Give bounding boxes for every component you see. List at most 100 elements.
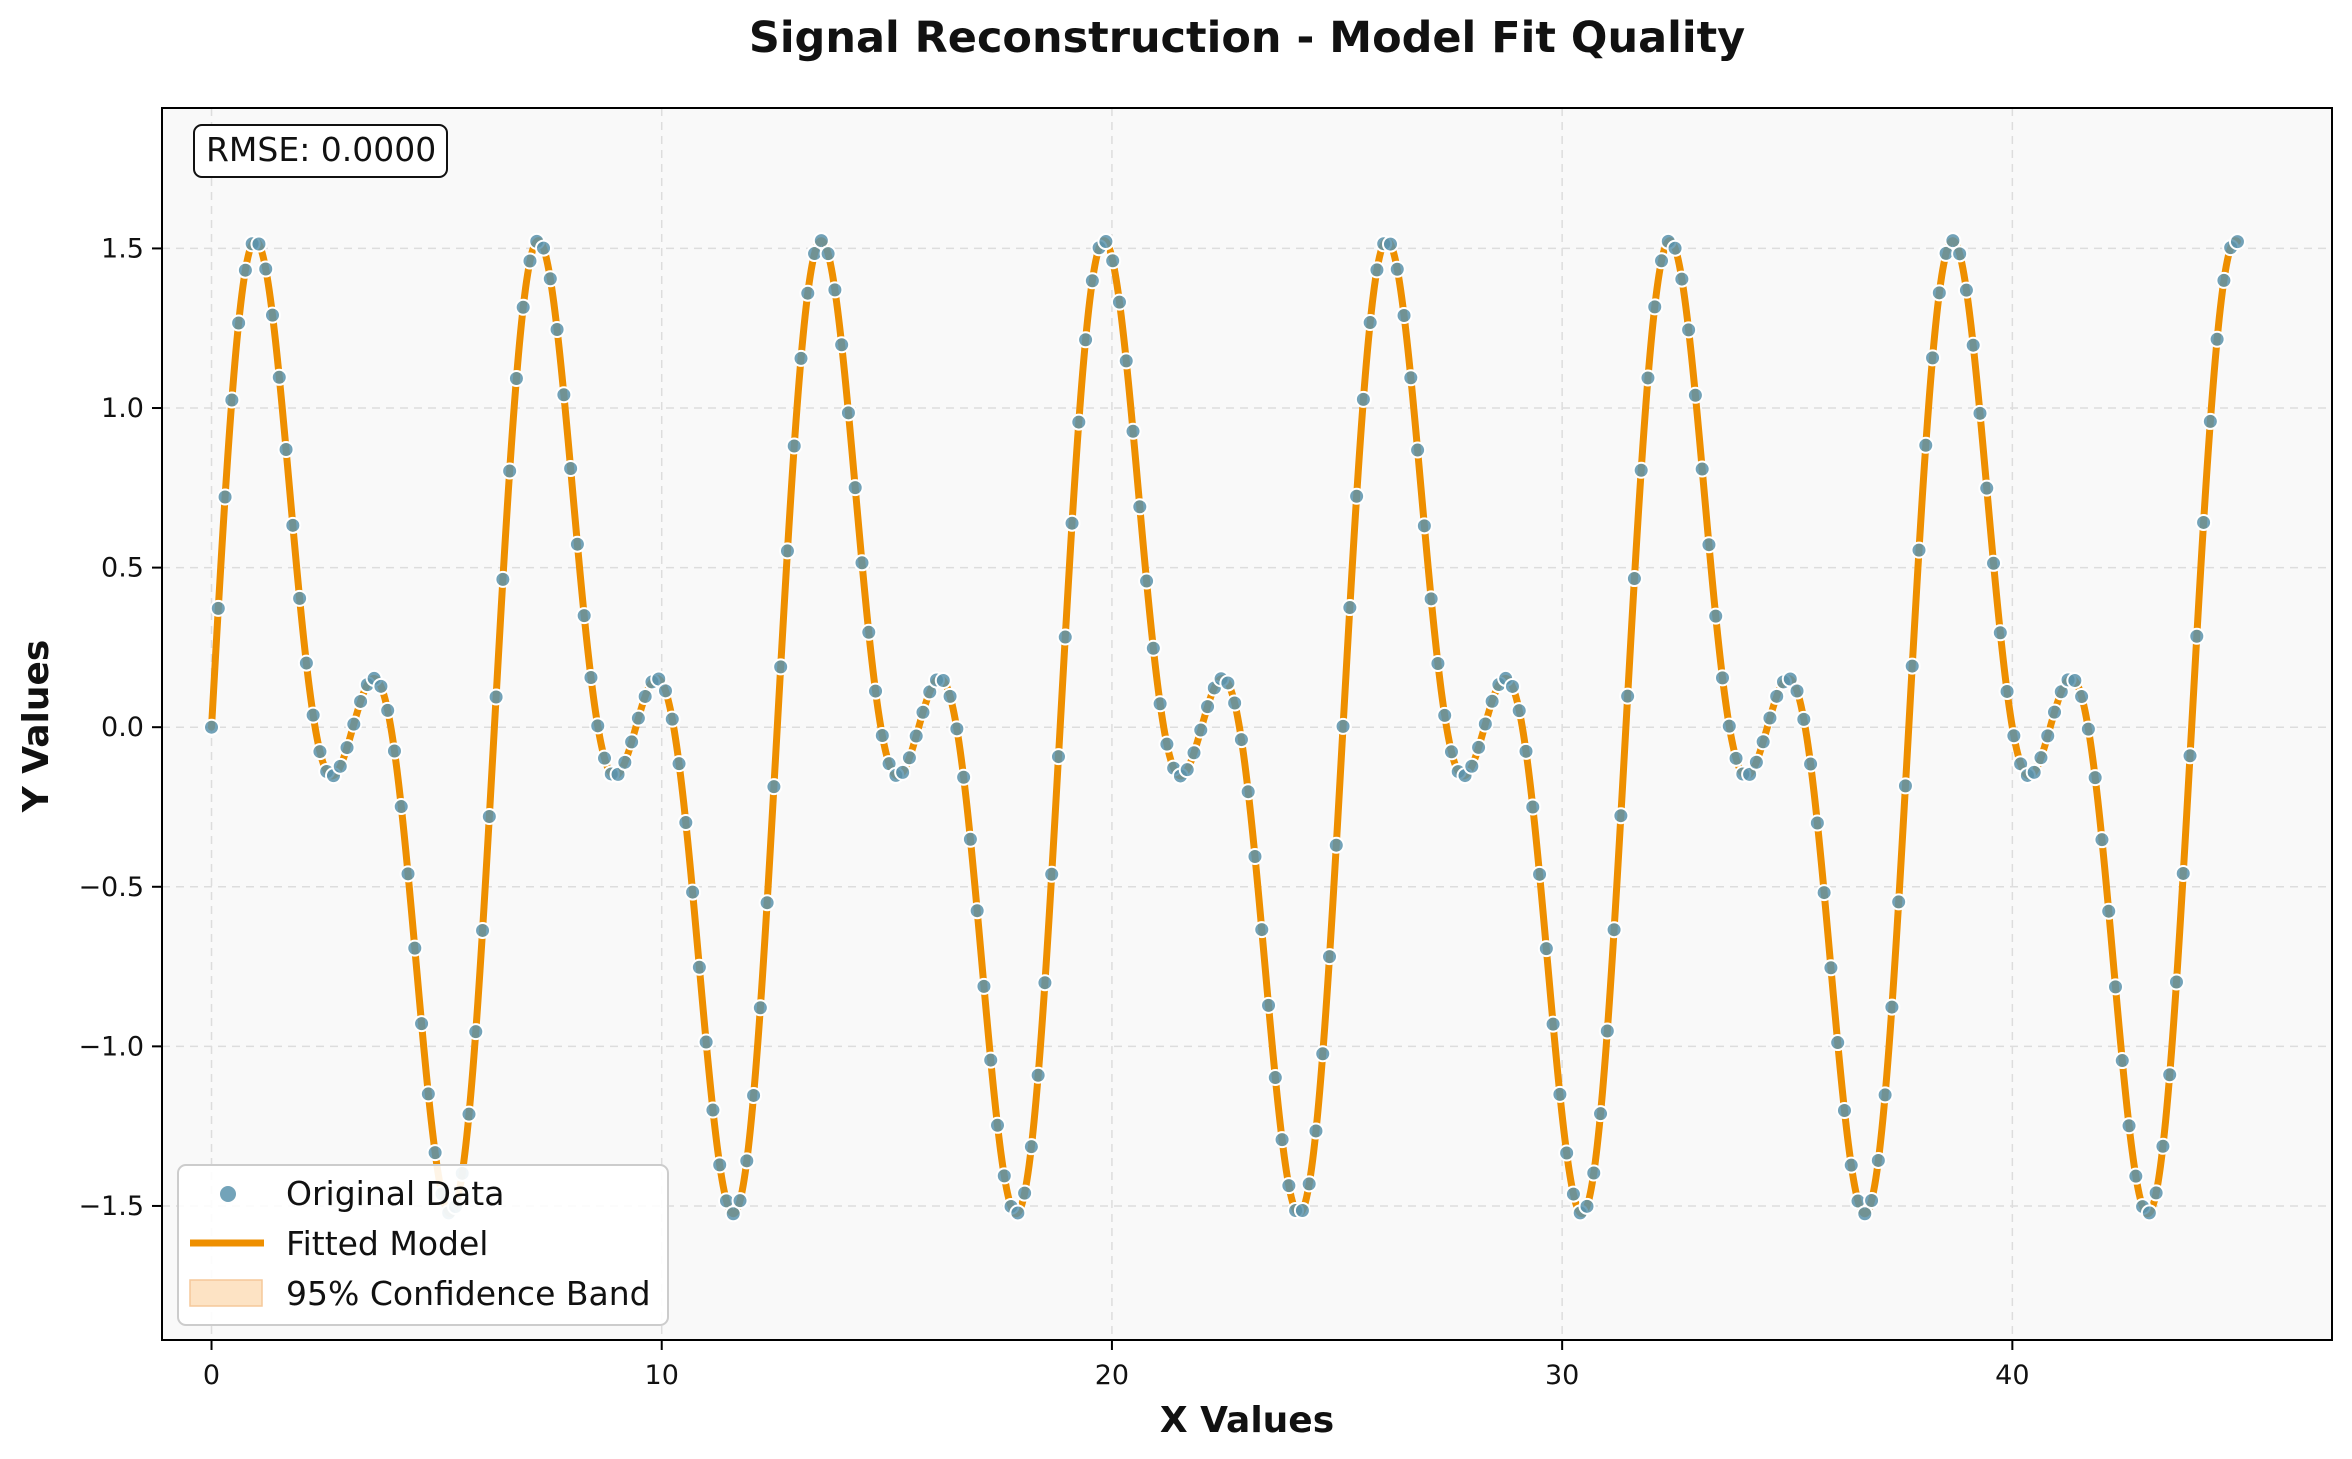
data-point — [839, 404, 857, 422]
data-point — [1388, 260, 1406, 278]
data-point — [975, 977, 993, 995]
data-point — [1978, 479, 1996, 497]
data-point — [297, 654, 315, 672]
data-point — [2161, 1066, 2179, 1084]
data-point — [568, 535, 586, 553]
data-point — [1219, 674, 1237, 692]
data-point — [948, 720, 966, 738]
data-point — [1917, 436, 1935, 454]
data-point — [1863, 1191, 1881, 1209]
data-point — [1957, 281, 1975, 299]
data-point — [575, 607, 593, 625]
data-point — [1239, 783, 1257, 801]
data-point — [1985, 554, 2003, 572]
data-point — [1144, 639, 1162, 657]
data-point — [1896, 777, 1914, 795]
data-point — [1585, 1164, 1603, 1182]
data-point — [460, 1105, 478, 1123]
data-point — [1768, 687, 1786, 705]
data-point — [758, 894, 776, 912]
data-point — [812, 232, 830, 250]
data-point — [1246, 848, 1264, 865]
data-point — [1409, 441, 1427, 459]
data-point — [1680, 321, 1698, 339]
data-point — [2039, 727, 2057, 745]
data-point — [1483, 692, 1501, 710]
data-point — [785, 437, 803, 455]
data-point — [1354, 390, 1372, 408]
data-point — [1632, 461, 1650, 479]
data-point — [751, 999, 769, 1017]
data-point — [541, 270, 559, 288]
data-point — [656, 682, 674, 700]
data-point — [2208, 330, 2226, 348]
data-point — [1083, 272, 1101, 290]
data-point — [1226, 694, 1244, 712]
data-point — [2181, 747, 2199, 765]
data-point — [1592, 1105, 1610, 1123]
data-point — [663, 710, 681, 728]
data-point — [406, 939, 424, 957]
data-point — [1598, 1022, 1616, 1040]
data-point — [2174, 864, 2192, 882]
data-point — [1110, 293, 1128, 311]
data-point — [1551, 1085, 1569, 1103]
data-point — [894, 763, 912, 781]
y-tick-label: −1.5 — [78, 1191, 144, 1222]
data-point — [995, 1167, 1013, 1185]
data-point — [474, 921, 492, 939]
data-point — [284, 516, 302, 534]
data-point — [2195, 513, 2213, 531]
x-tick-label: 0 — [203, 1360, 220, 1391]
data-point — [467, 1023, 485, 1041]
legend-box — [177, 1164, 669, 1326]
data-point — [2113, 1052, 2131, 1070]
data-point — [250, 235, 268, 253]
data-point — [1368, 261, 1386, 279]
data-point — [1653, 252, 1671, 270]
data-point — [2140, 1204, 2158, 1222]
data-point — [1524, 798, 1542, 816]
data-point — [1232, 731, 1250, 749]
data-point — [1754, 733, 1772, 751]
data-point — [555, 386, 573, 404]
rmse-annotation: RMSE: 0.0000 — [193, 124, 448, 178]
data-point — [1063, 514, 1081, 532]
data-point — [514, 298, 532, 316]
data-point — [1869, 1151, 1887, 1169]
data-point — [1951, 245, 1969, 263]
data-point — [745, 1086, 763, 1104]
data-point — [1890, 893, 1908, 911]
data-point — [1605, 921, 1623, 939]
data-point — [1402, 369, 1420, 387]
data-point — [1998, 682, 2016, 700]
data-point — [1049, 748, 1067, 766]
data-point — [1727, 749, 1745, 767]
data-point — [1097, 233, 1115, 251]
data-point — [1395, 306, 1413, 324]
data-point — [1022, 1138, 1040, 1156]
data-point — [419, 1085, 437, 1103]
data-point — [2046, 703, 2064, 721]
data-point — [2032, 749, 2050, 767]
data-point — [1903, 657, 1921, 675]
data-point — [1185, 744, 1203, 762]
data-point — [1537, 940, 1555, 958]
data-point — [616, 753, 634, 771]
data-point — [1829, 1034, 1847, 1052]
data-point — [1266, 1069, 1284, 1087]
data-point — [1422, 590, 1440, 608]
legend-label-confidence-band: 95% Confidence Band — [286, 1274, 651, 1313]
data-point — [2005, 727, 2023, 745]
data-point — [792, 349, 810, 367]
data-point — [941, 687, 959, 705]
data-point — [1009, 1204, 1027, 1222]
data-point — [1334, 717, 1352, 735]
data-point — [209, 599, 227, 617]
data-point — [1619, 687, 1637, 705]
data-point — [379, 701, 397, 719]
data-point — [1578, 1197, 1596, 1215]
data-point — [1707, 607, 1725, 625]
data-point — [1429, 654, 1447, 672]
